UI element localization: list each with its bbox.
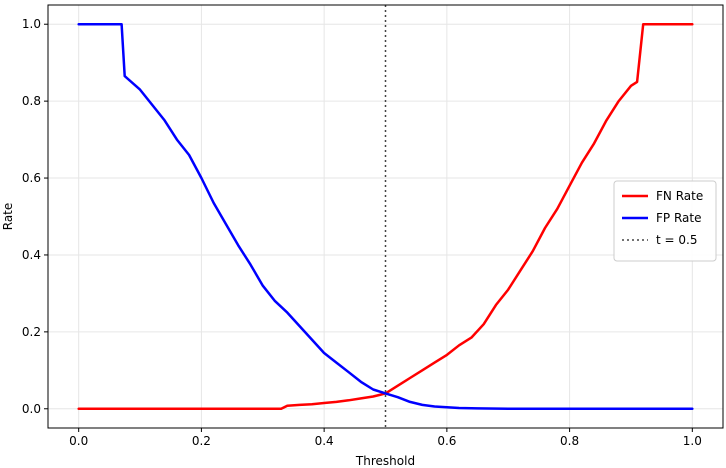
y-tick-label: 0.4 xyxy=(22,248,41,262)
legend-box xyxy=(613,180,717,262)
legend: FN Rate FP Rate t = 0.5 xyxy=(613,180,717,262)
x-tick-label: 0.4 xyxy=(315,434,334,448)
fp-rate-line xyxy=(77,22,694,411)
y-tick-label: 1.0 xyxy=(22,17,41,31)
legend-label: FN Rate xyxy=(656,189,703,203)
x-axis: 0.0 0.2 0.4 0.6 0.8 1.0 xyxy=(69,428,702,448)
y-tick-label: 0.6 xyxy=(22,171,41,185)
fn-rate-line xyxy=(77,22,694,411)
x-tick-label: 0.6 xyxy=(437,434,456,448)
x-tick-label: 0.2 xyxy=(192,434,211,448)
y-tick-label: 0.0 xyxy=(22,402,41,416)
y-axis: 0.0 0.2 0.4 0.6 0.8 1.0 xyxy=(22,17,48,416)
x-axis-title: Threshold xyxy=(355,454,415,468)
x-tick-label: 1.0 xyxy=(683,434,702,448)
plot-frame xyxy=(47,4,724,429)
x-tick-label: 0.8 xyxy=(560,434,579,448)
legend-label: t = 0.5 xyxy=(656,233,697,247)
y-tick-label: 0.8 xyxy=(22,94,41,108)
x-tick-label: 0.0 xyxy=(69,434,88,448)
plot-lines xyxy=(77,5,694,428)
legend-label: FP Rate xyxy=(656,211,701,225)
y-tick-label: 0.2 xyxy=(22,325,41,339)
y-axis-title: Rate xyxy=(1,203,15,231)
